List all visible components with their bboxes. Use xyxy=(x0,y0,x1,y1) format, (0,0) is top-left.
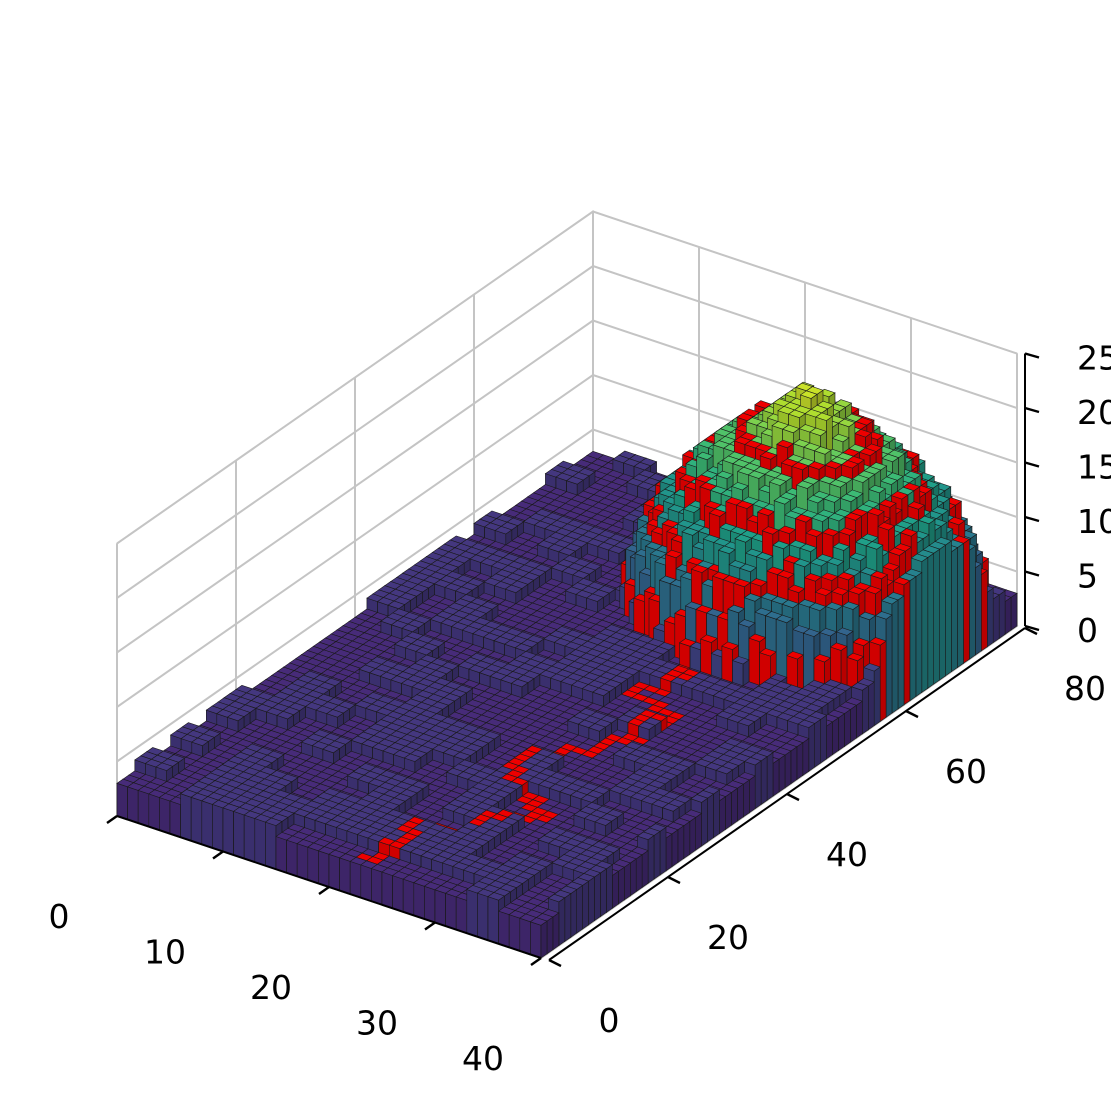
voxel-side xyxy=(796,742,804,781)
voxel-side xyxy=(915,571,923,698)
voxel-side xyxy=(778,754,786,793)
voxel-top xyxy=(565,476,584,485)
voxel-side xyxy=(844,708,851,747)
voxel-side xyxy=(1004,596,1012,635)
voxel-side xyxy=(921,556,929,693)
voxel-side xyxy=(850,704,857,743)
voxel-side xyxy=(957,542,964,669)
voxel-top xyxy=(881,453,900,463)
voxel-side xyxy=(992,594,1000,644)
voxel-side xyxy=(838,713,845,752)
voxel-side xyxy=(873,666,881,727)
voxel-side xyxy=(963,538,970,664)
voxel-side xyxy=(975,563,982,656)
voxel-side xyxy=(951,547,958,673)
voxel-side xyxy=(903,580,911,706)
voxel-side xyxy=(772,758,780,797)
voxel-side xyxy=(867,681,875,731)
voxel-top xyxy=(890,491,909,500)
voxel-side xyxy=(933,548,941,685)
voxel-side xyxy=(790,746,798,785)
voxel-side xyxy=(784,750,792,789)
voxel-side xyxy=(808,722,816,772)
voxel-side xyxy=(861,685,869,735)
voxel-top xyxy=(854,429,873,438)
voxel-side xyxy=(986,587,994,648)
voxel-side xyxy=(980,569,988,652)
voxel-side xyxy=(885,614,893,718)
voxel-side xyxy=(927,552,935,689)
voxel-top xyxy=(907,501,926,510)
voxel-side xyxy=(802,737,810,776)
voxel-side xyxy=(820,714,827,764)
voxel-top xyxy=(917,515,936,525)
voxel-side xyxy=(814,718,822,768)
voxel-top xyxy=(837,418,856,428)
voxel-side xyxy=(832,717,839,756)
voxel-top xyxy=(858,447,877,457)
voxel-side xyxy=(879,640,887,723)
voxel-top xyxy=(947,516,966,526)
voxel-top xyxy=(831,433,850,443)
voxel-side xyxy=(856,700,863,739)
voxel-top xyxy=(880,476,898,485)
voxel-side xyxy=(1010,592,1018,631)
voxel-side xyxy=(945,540,952,677)
voxel-side xyxy=(826,721,833,760)
voxel-top xyxy=(799,390,818,399)
voxel-surface xyxy=(116,381,1018,959)
voxel-side xyxy=(909,576,917,702)
voxel-side xyxy=(891,599,899,714)
voxel-side xyxy=(998,590,1006,640)
voxel-side xyxy=(969,545,976,660)
voxel-side xyxy=(939,544,946,681)
voxel-top xyxy=(633,461,652,471)
voxel-side xyxy=(897,595,905,710)
